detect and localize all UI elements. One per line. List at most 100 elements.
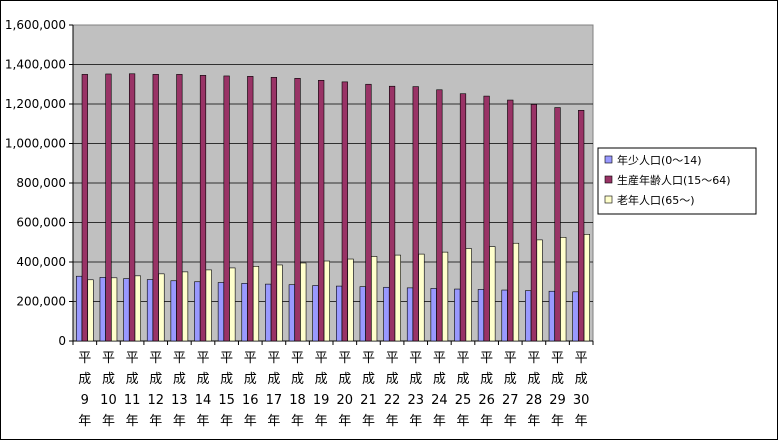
x-category-label: 9: [81, 393, 89, 408]
x-category-label: 平: [267, 351, 280, 366]
x-category-label: 成: [456, 372, 469, 387]
x-category-label: 平: [196, 351, 209, 366]
bar-1: [477, 289, 485, 342]
x-category-label: 成: [244, 372, 257, 387]
bar-1: [525, 290, 532, 342]
bar-2: [530, 104, 538, 342]
x-category-label: 21: [360, 393, 377, 408]
x-category-label: 年: [173, 414, 186, 429]
x-category-label: 年: [338, 414, 351, 429]
x-category-label: 平: [409, 351, 422, 366]
x-category-label: 29: [549, 393, 566, 408]
bar-1: [288, 284, 295, 342]
legend-label-1: 年少人口(0～14): [617, 153, 702, 167]
x-category-label: 平: [102, 351, 115, 366]
x-category-label: 平: [480, 351, 493, 366]
bar-1: [99, 277, 106, 342]
y-tick-label: 1,000,000: [5, 137, 66, 151]
bar-3: [181, 271, 189, 342]
x-category-label: 年: [78, 414, 91, 429]
x-category-label: 成: [409, 372, 422, 387]
x-category-label: 11: [124, 393, 141, 408]
x-category-label: 12: [147, 393, 164, 408]
x-category-label: 年: [362, 414, 375, 429]
x-category-label: 平: [433, 351, 446, 366]
x-category-label: 年: [102, 414, 115, 429]
bar-1: [383, 286, 390, 342]
x-category-label: 成: [291, 372, 304, 387]
bar-3: [512, 242, 520, 342]
x-category-label: 25: [455, 393, 472, 408]
x-category-label: 成: [575, 372, 588, 387]
bar-1: [194, 281, 201, 342]
bar-2: [81, 74, 88, 342]
bar-3: [560, 237, 567, 342]
bar-3: [158, 273, 165, 342]
x-category-label: 平: [78, 351, 91, 366]
bar-1: [170, 280, 177, 342]
bar-3: [252, 266, 260, 342]
x-category-label: 平: [173, 351, 186, 366]
x-category-label: 18: [289, 393, 306, 408]
x-category-label: 成: [480, 372, 493, 387]
x-category-label: 年: [504, 414, 517, 429]
bar-3: [441, 251, 449, 342]
bar-3: [418, 253, 425, 342]
bar-1: [548, 290, 555, 342]
x-category-label: 26: [478, 393, 495, 408]
legend-box: [597, 147, 757, 215]
bar-3: [394, 254, 401, 342]
bar-1: [265, 283, 272, 342]
x-category-label: 成: [527, 372, 540, 387]
x-category-label: 22: [384, 393, 401, 408]
x-category-label: 平: [244, 351, 257, 366]
bar-3: [134, 275, 141, 342]
bar-2: [152, 74, 159, 342]
y-tick-label: 1,200,000: [5, 97, 66, 111]
x-category-label: 成: [78, 372, 91, 387]
x-category-label: 年: [315, 414, 328, 429]
x-category-label: 平: [149, 351, 162, 366]
legend-swatch-2: [604, 175, 613, 184]
x-category-label: 16: [242, 393, 259, 408]
bar-2: [412, 86, 419, 342]
y-tick-label: 0: [58, 334, 66, 348]
bar-2: [128, 73, 136, 342]
bar-1: [572, 291, 579, 342]
x-category-label: 年: [126, 414, 139, 429]
x-category-label: 15: [218, 393, 235, 408]
x-category-label: 成: [102, 372, 115, 387]
bar-3: [371, 256, 378, 342]
x-category-label: 年: [480, 414, 493, 429]
bar-3: [347, 258, 354, 342]
x-category-label: 17: [266, 393, 283, 408]
bar-3: [583, 234, 590, 342]
x-category-label: 年: [575, 414, 588, 429]
x-category-label: 平: [126, 351, 139, 366]
bar-2: [318, 80, 325, 342]
bar-2: [459, 93, 467, 342]
bar-3: [300, 262, 307, 342]
y-tick-label: 800,000: [16, 176, 66, 190]
x-category-label: 10: [100, 393, 117, 408]
bar-1: [217, 282, 225, 342]
x-category-label: 年: [433, 414, 446, 429]
legend-swatch-1: [604, 155, 613, 164]
bar-3: [489, 246, 496, 342]
x-category-label: 成: [362, 372, 375, 387]
x-category-label: 平: [575, 351, 588, 366]
bar-1: [312, 285, 319, 342]
bar-2: [388, 85, 396, 342]
bar-3: [276, 264, 283, 342]
y-tick-label: 1,400,000: [5, 58, 66, 72]
y-tick-label: 200,000: [16, 295, 66, 309]
bar-1: [359, 286, 366, 342]
x-category-label: 平: [338, 351, 351, 366]
bar-3: [87, 279, 94, 342]
x-category-label: 年: [244, 414, 257, 429]
x-category-label: 成: [315, 372, 328, 387]
x-category-label: 年: [551, 414, 564, 429]
x-category-label: 年: [291, 414, 304, 429]
x-category-label: 27: [502, 393, 519, 408]
